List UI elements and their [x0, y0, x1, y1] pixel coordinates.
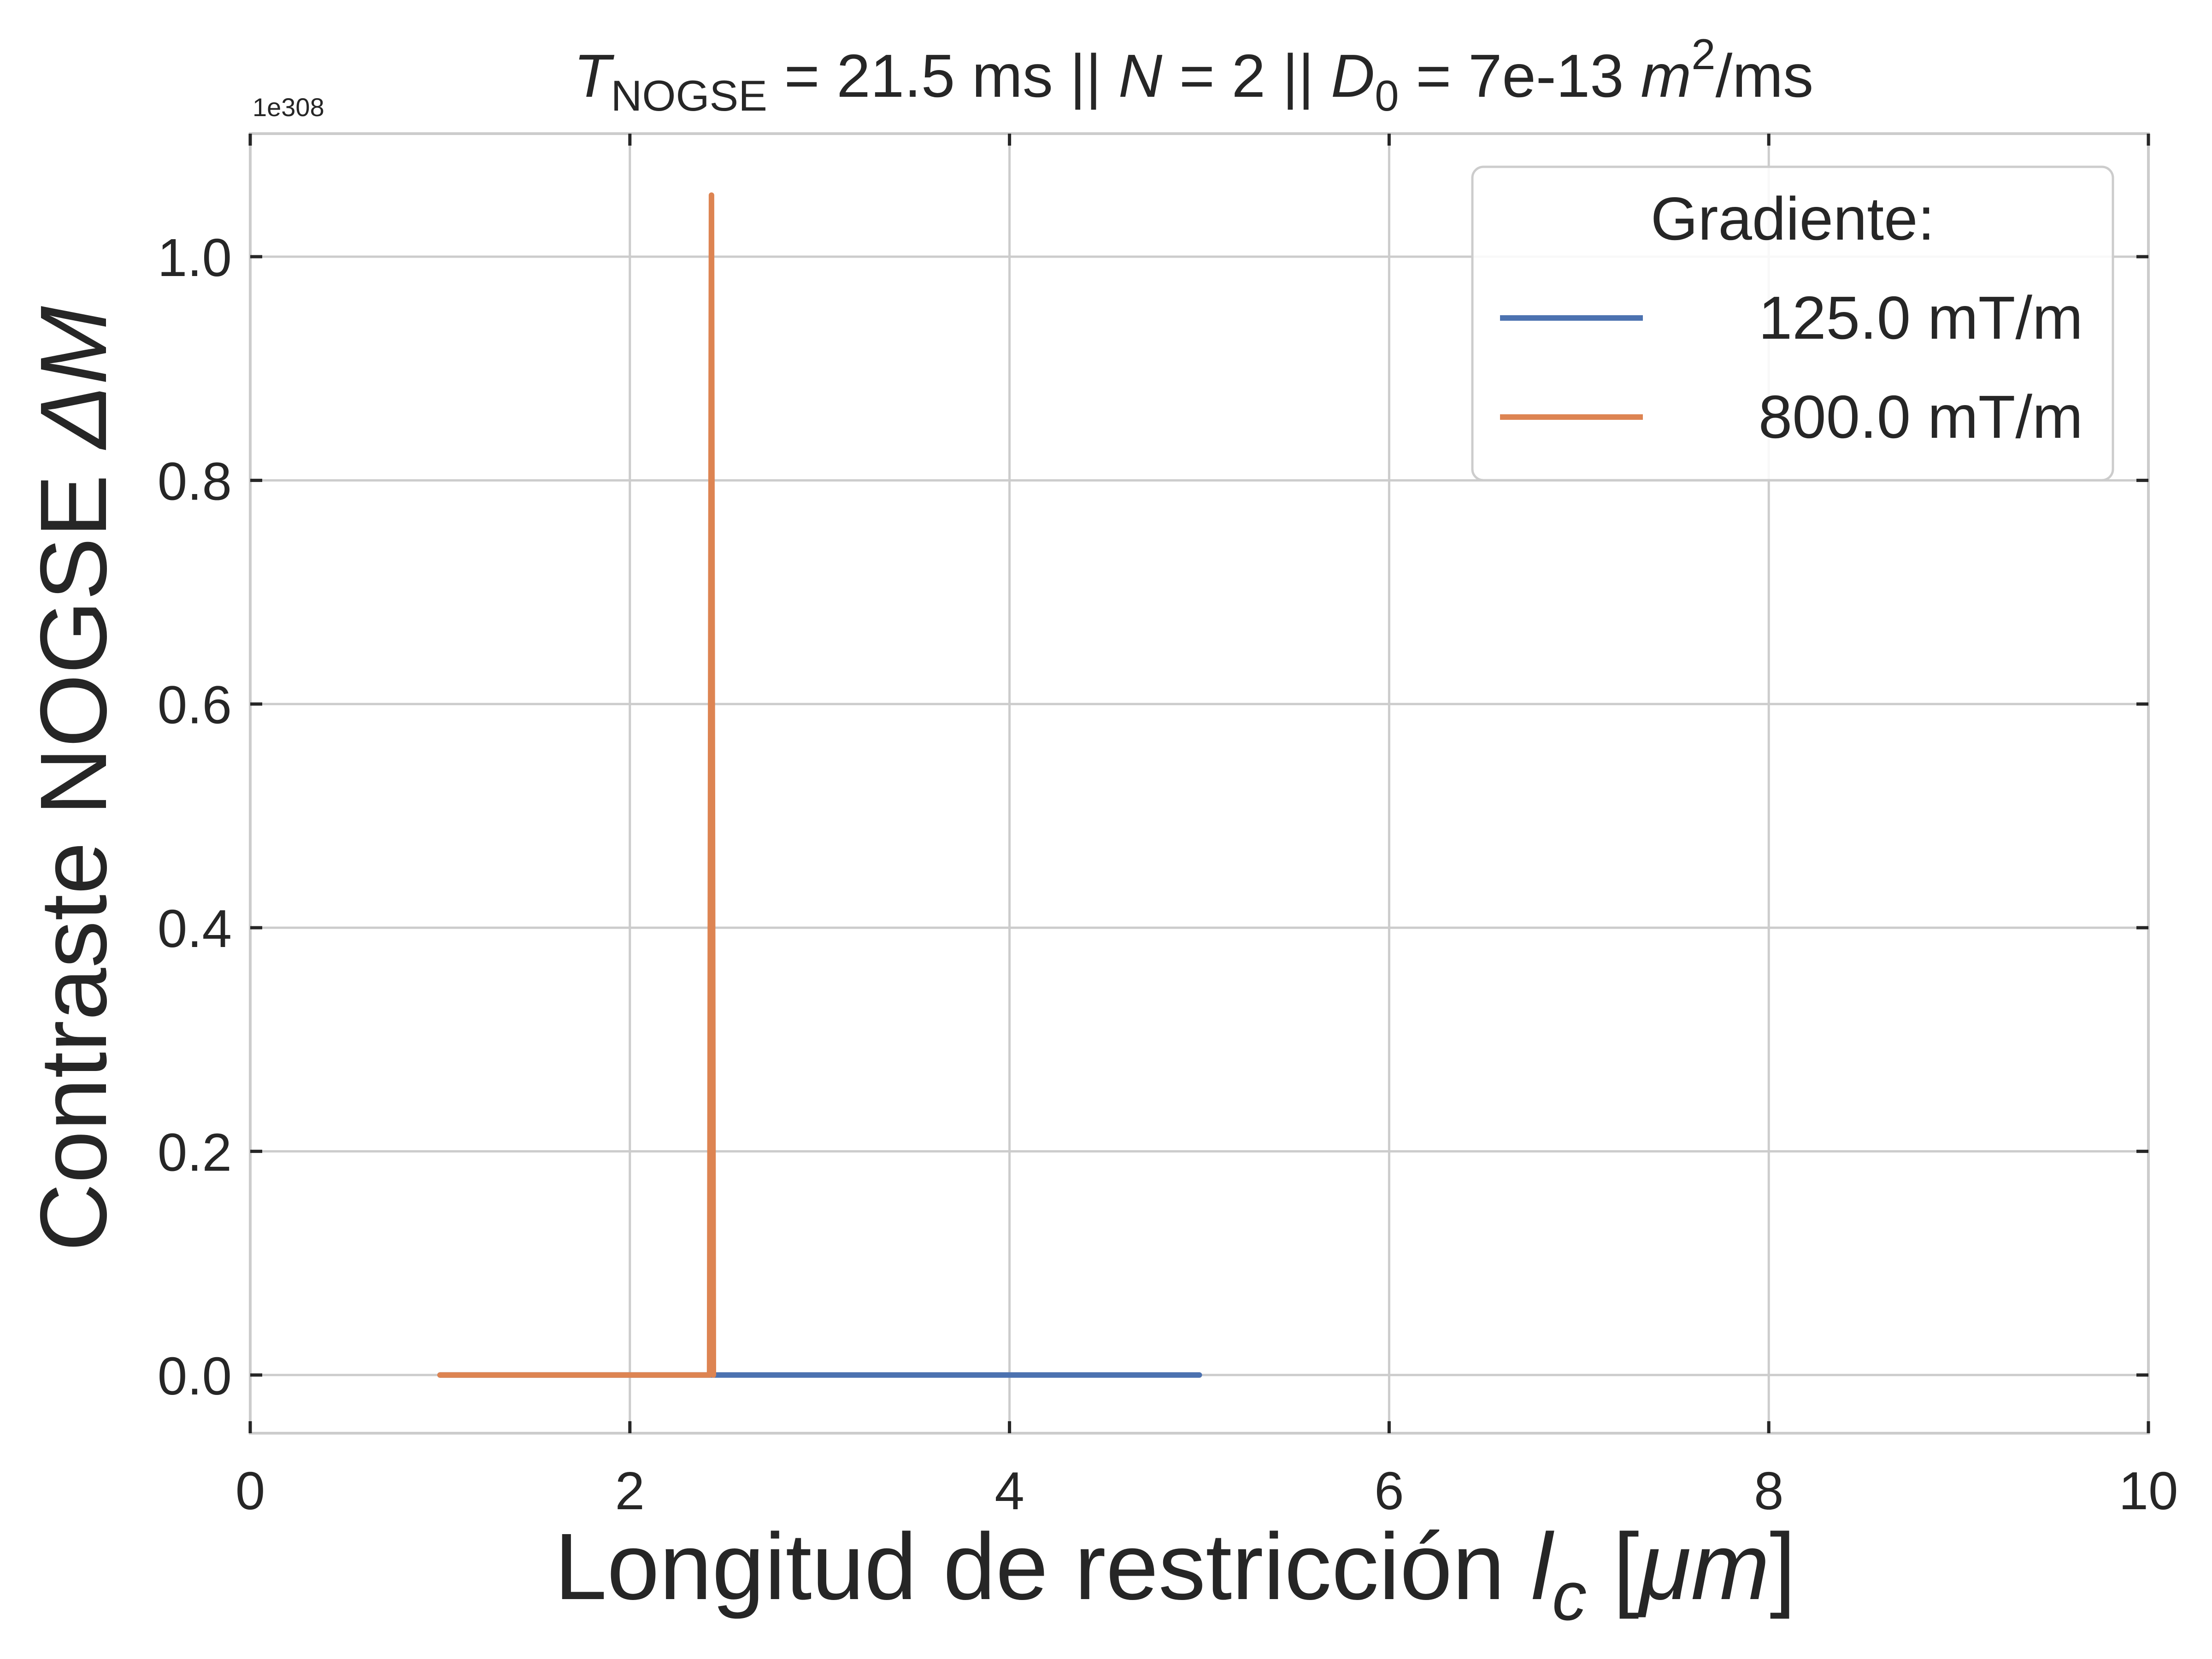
legend-label-800-mt: 800.0 mT/m	[1759, 383, 2083, 451]
x-tick-label: 2	[615, 1461, 645, 1521]
x-tick-label: 4	[994, 1461, 1024, 1521]
plot-series	[437, 192, 1202, 1378]
y-tick-label: 0.0	[158, 1346, 232, 1406]
legend-label-125-mt: 125.0 mT/m	[1759, 284, 2083, 352]
legend: Gradiente: 125.0 mT/m 800.0 mT/m	[1471, 165, 2114, 482]
x-axis-label: Longitud de restricción lc [μm]	[554, 1514, 1796, 1635]
legend-title: Gradiente:	[1651, 185, 1935, 253]
x-tick-label: 6	[1374, 1461, 1404, 1521]
y-tick-label: 0.4	[158, 899, 232, 959]
y-axis-label: Contraste NOGSE ΔM	[21, 306, 126, 1252]
series-line-800-0-mt-m	[437, 192, 716, 1378]
axes-frame	[249, 132, 2150, 1435]
y-tick-label: 1.0	[158, 228, 232, 288]
x-tick-label: 8	[1754, 1461, 1784, 1521]
legend-box	[1471, 165, 2114, 482]
y-tick-label: 0.8	[158, 451, 232, 511]
x-tick-label: 10	[2118, 1461, 2178, 1521]
y-tick-label: 0.2	[158, 1122, 232, 1182]
ticks: 0 2 4 6 8 10 0.0 0.2 0.4 0.6 0.8 1.0	[158, 134, 2178, 1521]
y-tick-label: 0.6	[158, 675, 232, 735]
y-offset-text: 1e308	[253, 93, 324, 122]
chart-title: TNOGSE = 21.5 ms || N = 2 || D0 = 7e-13 …	[574, 30, 1813, 120]
x-tick-label: 0	[235, 1461, 265, 1521]
